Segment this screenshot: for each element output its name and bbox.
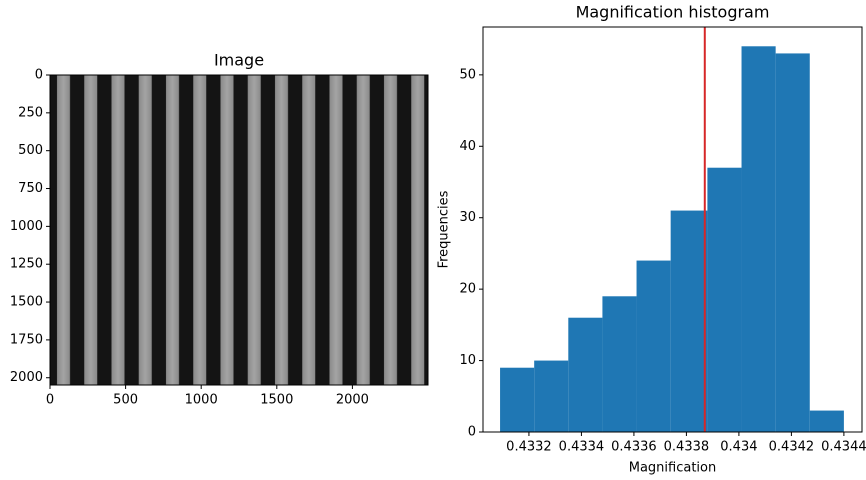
histogram-bar bbox=[636, 260, 671, 432]
x-tick-label: 0.4344 bbox=[821, 440, 866, 455]
y-tick-label: 10 bbox=[459, 353, 476, 368]
y-tick-label: 2000 bbox=[10, 370, 43, 385]
x-tick-label: 500 bbox=[113, 393, 138, 408]
histogram-bar bbox=[534, 360, 569, 432]
image bbox=[50, 75, 428, 385]
x-axis-label: Magnification bbox=[629, 461, 717, 476]
histogram-bar bbox=[670, 210, 708, 432]
x-tick-label: 0 bbox=[46, 393, 54, 408]
x-tick-label: 1500 bbox=[260, 393, 293, 408]
histogram-bar bbox=[775, 53, 810, 433]
histogram-bar bbox=[500, 367, 535, 432]
histogram-bar bbox=[602, 296, 637, 432]
histogram-bar bbox=[707, 167, 742, 432]
axes-frame bbox=[482, 26, 863, 433]
y-tick-label: 1250 bbox=[10, 257, 43, 272]
histogram-bar bbox=[568, 317, 603, 432]
x-tick-label: 0.4336 bbox=[611, 440, 657, 455]
y-tick-label: 40 bbox=[459, 139, 476, 154]
x-tick-label: 0.434 bbox=[720, 440, 757, 455]
y-tick-label: 1500 bbox=[10, 295, 43, 310]
y-tick-label: 750 bbox=[18, 181, 43, 196]
y-tick-label: 500 bbox=[18, 143, 43, 158]
x-tick-label: 0.4332 bbox=[506, 440, 552, 455]
y-tick-label: 250 bbox=[18, 105, 43, 120]
y-axis-label: Frequencies bbox=[437, 190, 452, 268]
y-tick-label: 30 bbox=[459, 210, 476, 225]
chart-title: Magnification histogram bbox=[576, 3, 770, 22]
histogram-bar bbox=[809, 410, 844, 432]
y-tick-label: 0 bbox=[468, 425, 476, 440]
axes-frame bbox=[49, 74, 429, 386]
y-tick-label: 1000 bbox=[10, 219, 43, 234]
histogram-bar bbox=[741, 46, 776, 433]
y-tick-label: 50 bbox=[459, 67, 476, 82]
x-tick-label: 2000 bbox=[336, 393, 369, 408]
x-tick-label: 1000 bbox=[185, 393, 218, 408]
chart-title: Image bbox=[214, 51, 264, 70]
x-tick-label: 0.4342 bbox=[769, 440, 815, 455]
x-tick-label: 0.4334 bbox=[559, 440, 605, 455]
y-tick-label: 20 bbox=[459, 282, 476, 297]
y-tick-label: 0 bbox=[35, 68, 43, 83]
x-tick-label: 0.4338 bbox=[664, 440, 710, 455]
y-tick-label: 1750 bbox=[10, 332, 43, 347]
